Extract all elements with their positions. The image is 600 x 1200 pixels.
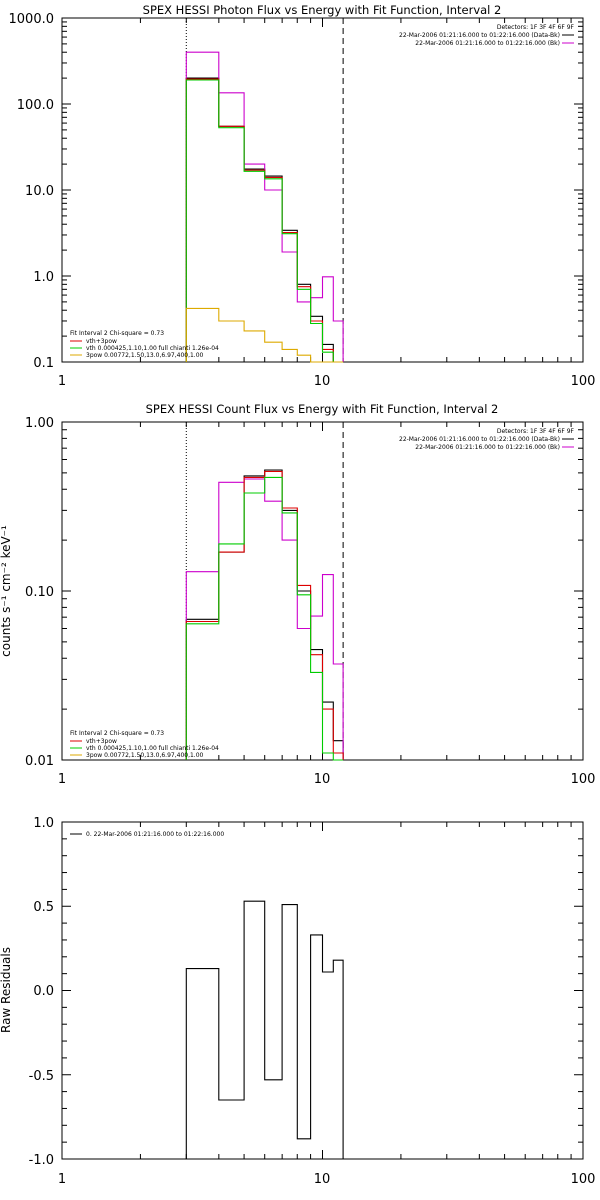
photon-flux-info-bk: 22-Mar-2006 01:21:16.000 to 01:22:16.000… [415, 40, 560, 47]
photon-flux-ytick-1000: 1000.0 [9, 12, 55, 27]
photon-flux-xtick-10: 10 [314, 374, 331, 389]
residuals-ytick-neg1: -1.0 [29, 1153, 54, 1168]
count-flux-xtick-1: 1 [58, 772, 66, 787]
photon-flux-ticks [61, 17, 584, 363]
count-flux-info-bk: 22-Mar-2006 01:21:16.000 to 01:22:16.000… [415, 444, 560, 451]
photon-flux-plot-frame [61, 17, 584, 363]
photon-flux-ytick-1: 1.0 [33, 270, 54, 285]
count-flux-series-vth [185, 476, 344, 761]
count-flux-ytick-0.01: 0.01 [25, 754, 54, 769]
count-flux-series-bk [185, 478, 344, 760]
photon-flux-series-vth [185, 79, 344, 363]
photon-flux-fit-vth3pow: vth+3pow [86, 338, 117, 345]
photon-flux-series-vth-3pow [185, 78, 344, 363]
photon-flux-info-databk: 22-Mar-2006 01:21:16.000 to 01:22:16.000… [399, 32, 560, 39]
count-flux-fit-header: Fit Interval 2 Chi-square = 0.73 [70, 730, 164, 737]
residuals-ytick-0: 0.0 [33, 984, 54, 999]
photon-flux-series-3pow [185, 307, 344, 363]
residuals-panel: 1 10 100 -1.0 -0.5 0.0 0.5 1.0 Raw Resid… [0, 816, 595, 1187]
count-flux-fit-3pow: 3pow 0.00772,1.50,13.0,6.97,400,1.00 [86, 752, 204, 759]
residuals-ytick-0.5: 0.5 [33, 900, 54, 915]
count-flux-xtick-10: 10 [314, 772, 331, 787]
photon-flux-fit-header: Fit Interval 2 Chi-square = 0.73 [70, 330, 164, 337]
photon-flux-detectors: Detectors: 1F 3F 4F 6F 9F [497, 24, 575, 31]
residuals-xtick-1: 1 [58, 1172, 66, 1187]
count-flux-series-vth-3pow [185, 470, 344, 760]
count-flux-ylabel: counts s⁻¹ cm⁻² keV⁻¹ [0, 525, 13, 657]
photon-flux-series-data-bk [185, 77, 344, 363]
count-flux-ytick-0.1: 0.10 [25, 585, 54, 600]
count-flux-info-databk: 22-Mar-2006 01:21:16.000 to 01:22:16.000… [399, 436, 560, 443]
count-flux-ytick-1: 1.00 [25, 416, 54, 431]
residuals-ytick-neg0.5: -0.5 [29, 1069, 54, 1084]
photon-flux-fit-3pow: 3pow 0.00772,1.50,13.0,6.97,400,1.00 [86, 352, 204, 359]
count-flux-fit-vth: vth 0.000425,1.10,1.00 full chianti 1.26… [86, 745, 219, 752]
count-flux-series-data-bk [185, 469, 344, 760]
residuals-plot-frame [61, 821, 584, 1160]
residuals-series-series-0 [185, 900, 344, 1159]
photon-flux-series-bk [185, 51, 344, 362]
count-flux-detectors: Detectors: 1F 3F 4F 6F 9F [497, 428, 575, 435]
residuals-series [185, 900, 344, 1159]
residuals-ytick-1: 1.0 [33, 816, 54, 831]
residuals-xtick-100: 100 [571, 1172, 596, 1187]
residuals-legend-label: 0. 22-Mar-2006 01:21:16.000 to 01:22:16.… [86, 831, 224, 838]
photon-flux-ytick-10: 10.0 [25, 184, 54, 199]
photon-flux-series [185, 51, 344, 363]
count-flux-title: SPEX HESSI Count Flux vs Energy with Fit… [146, 402, 499, 416]
photon-flux-fit-vth: vth 0.000425,1.10,1.00 full chianti 1.26… [86, 345, 219, 352]
photon-flux-xtick-1: 1 [58, 374, 66, 389]
count-flux-xtick-100: 100 [571, 772, 596, 787]
count-flux-ticks [61, 421, 584, 761]
count-flux-fit-vth3pow: vth+3pow [86, 738, 117, 745]
photon-flux-title: SPEX HESSI Photon Flux vs Energy with Fi… [143, 3, 502, 17]
count-flux-panel: SPEX HESSI Count Flux vs Energy with Fit… [0, 402, 595, 787]
photon-flux-ytick-0.1: 0.1 [33, 356, 54, 371]
residuals-ylabel: Raw Residuals [0, 947, 13, 1033]
photon-flux-ytick-100: 100.0 [17, 98, 54, 113]
photon-flux-xtick-100: 100 [571, 374, 596, 389]
residuals-ticks [61, 821, 584, 1160]
residuals-xtick-10: 10 [314, 1172, 331, 1187]
count-flux-series [185, 469, 344, 761]
photon-flux-panel: SPEX HESSI Photon Flux vs Energy with Fi… [9, 3, 596, 389]
